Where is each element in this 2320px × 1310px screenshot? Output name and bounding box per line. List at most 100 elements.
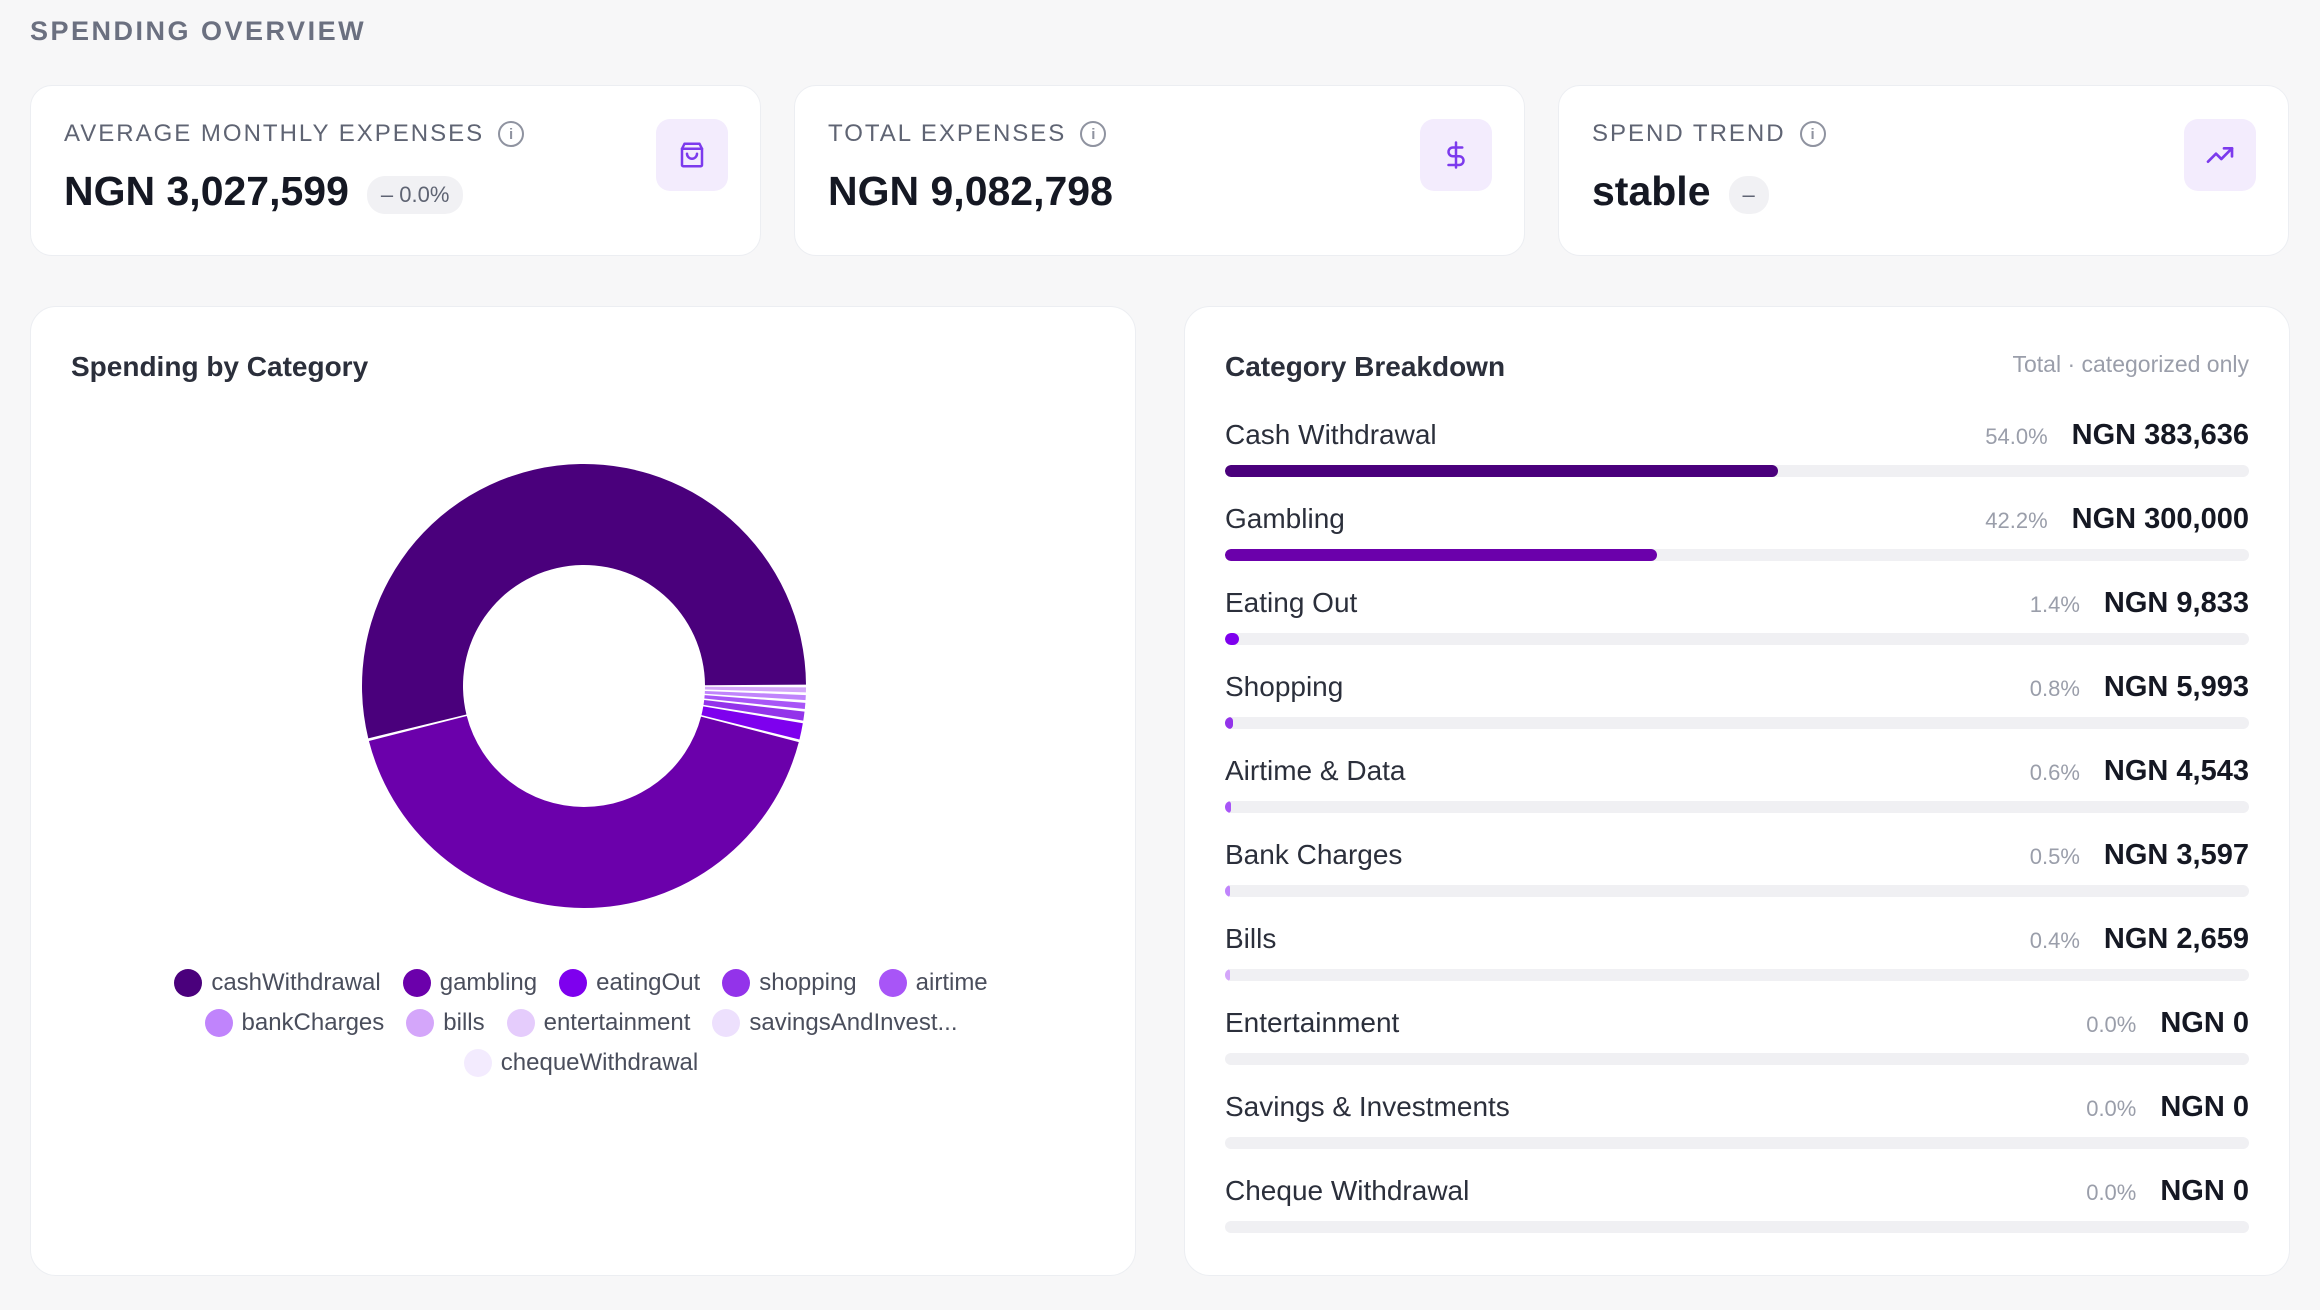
average-monthly-expenses-card: AVERAGE MONTHLY EXPENSES i NGN 3,027,599… [30, 85, 761, 256]
category-progress-track [1225, 969, 2249, 981]
stat-value-row: NGN 9,082,798 [828, 168, 1113, 215]
category-progress-fill [1225, 801, 1232, 813]
category-values: 0.0% NGN 0 [2086, 1175, 2249, 1208]
chart-legend: cashWithdrawal gambling eatingOut shopping a… [121, 969, 1041, 1077]
category-amount: NGN 0 [2160, 1091, 2249, 1123]
category-values: 0.4% NGN 2,659 [2030, 923, 2249, 956]
donut-chart [362, 464, 806, 909]
legend-item[interactable]: chequeWithdrawal [463, 1049, 699, 1077]
stat-value-row: NGN 3,027,599 – 0.0% [64, 168, 464, 215]
category-list: Cash Withdrawal 54.0% NGN 383,636 Gambling 4… [1225, 419, 2249, 1259]
category-amount: NGN 9,833 [2103, 587, 2249, 619]
legend-item[interactable]: savingsAndInvest... [712, 1009, 958, 1037]
panel-title: Category Breakdown [1225, 351, 1506, 382]
category-row: Cheque Withdrawal 0.0% NGN 0 [1225, 1175, 2249, 1259]
total-expenses-card: TOTAL EXPENSES i NGN 9,082,798 [794, 85, 1525, 256]
legend-swatch [406, 1009, 435, 1037]
donut-slice-gambling[interactable] [368, 715, 799, 909]
category-progress-fill [1225, 969, 1230, 981]
category-values: 1.4% NGN 9,833 [2030, 587, 2249, 620]
category-row: Bills 0.4% NGN 2,659 [1225, 923, 2249, 1007]
category-progress-track [1225, 717, 2249, 729]
category-values: 42.2% NGN 300,000 [1985, 503, 2249, 536]
category-values: 0.6% NGN 4,543 [2030, 755, 2249, 788]
category-row: Entertainment 0.0% NGN 0 [1225, 1007, 2249, 1091]
info-icon[interactable]: i [1080, 121, 1107, 147]
legend-item[interactable]: shopping [722, 969, 857, 997]
category-progress-track [1225, 1053, 2249, 1065]
category-progress-fill [1225, 885, 1231, 897]
legend-swatch [204, 1009, 233, 1037]
legend-swatch [712, 1009, 741, 1037]
category-values: 0.0% NGN 0 [2086, 1007, 2249, 1040]
category-values: 0.0% NGN 0 [2086, 1091, 2249, 1124]
category-progress-track [1225, 801, 2249, 813]
category-name: Savings & Investments [1225, 1091, 1510, 1122]
category-percent: 0.0% [2086, 1012, 2137, 1037]
legend-label: airtime [915, 969, 988, 996]
legend-swatch [402, 969, 431, 997]
category-progress-fill [1225, 717, 1234, 729]
legend-label: gambling [439, 969, 538, 996]
category-values: 54.0% NGN 383,636 [1985, 419, 2249, 452]
category-amount: NGN 3,597 [2103, 839, 2249, 871]
stat-label-row: SPEND TREND i [1592, 120, 1826, 148]
info-icon[interactable]: i [1799, 121, 1826, 147]
category-row: Bank Charges 0.5% NGN 3,597 [1225, 839, 2249, 923]
category-percent: 0.4% [2029, 928, 2080, 953]
dollar-icon [1420, 119, 1492, 191]
category-name: Bank Charges [1225, 839, 1403, 870]
shopping-bag-icon [656, 119, 728, 191]
category-progress-track [1225, 1137, 2249, 1149]
category-name: Cheque Withdrawal [1225, 1175, 1470, 1206]
category-name: Shopping [1225, 671, 1344, 702]
donut-slice-bills[interactable] [704, 686, 806, 693]
category-progress-track [1225, 633, 2249, 645]
donut-slice-cashWithdrawal[interactable] [362, 464, 806, 739]
legend-label: chequeWithdrawal [500, 1049, 699, 1076]
category-amount: NGN 5,993 [2103, 671, 2249, 703]
legend-item[interactable]: bills [406, 1009, 485, 1037]
spending-by-category-panel: Spending by Category cashWithdrawal gambl… [30, 306, 1136, 1276]
donut-slice-eatingOut[interactable] [701, 706, 803, 740]
category-progress-track [1225, 1221, 2249, 1233]
legend-item[interactable]: gambling [402, 969, 538, 997]
legend-item[interactable]: bankCharges [204, 1009, 385, 1037]
legend-swatch [878, 969, 907, 997]
category-amount: NGN 383,636 [2071, 419, 2249, 451]
category-percent: 0.8% [2029, 676, 2080, 701]
legend-swatch [506, 1009, 535, 1037]
legend-swatch [722, 969, 751, 997]
category-name: Cash Withdrawal [1225, 419, 1437, 450]
change-badge: – 0.0% [366, 175, 464, 214]
legend-label: eatingOut [596, 969, 701, 996]
legend-label: savingsAndInvest... [749, 1009, 958, 1036]
category-percent: 42.2% [1985, 508, 2048, 533]
category-values: 0.8% NGN 5,993 [2030, 671, 2249, 704]
legend-item[interactable]: entertainment [506, 1009, 690, 1037]
legend-label: bankCharges [241, 1009, 385, 1036]
category-name: Gambling [1225, 503, 1345, 534]
category-amount: NGN 0 [2160, 1175, 2249, 1207]
info-icon[interactable]: i [498, 121, 525, 147]
legend-item[interactable]: airtime [878, 969, 988, 997]
trending-up-icon [2184, 119, 2256, 191]
donut-slice-shopping[interactable] [703, 699, 805, 721]
stat-value: stable [1592, 168, 1711, 214]
donut-slice-bankCharges[interactable] [704, 690, 806, 701]
legend-label: shopping [759, 969, 857, 996]
category-name: Entertainment [1225, 1007, 1400, 1038]
category-percent: 54.0% [1985, 424, 2048, 449]
donut-slice-airtime[interactable] [704, 695, 806, 710]
legend-item[interactable]: cashWithdrawal [174, 969, 381, 997]
category-row: Shopping 0.8% NGN 5,993 [1225, 671, 2249, 755]
stat-label: TOTAL EXPENSES [828, 120, 1067, 147]
legend-swatch [463, 1049, 492, 1077]
category-amount: NGN 2,659 [2103, 923, 2249, 955]
legend-item[interactable]: eatingOut [559, 969, 700, 997]
category-row: Airtime & Data 0.6% NGN 4,543 [1225, 755, 2249, 839]
category-percent: 0.0% [2086, 1180, 2137, 1205]
category-breakdown-panel: Category Breakdown Total · categorized o… [1184, 306, 2290, 1276]
category-progress-fill [1225, 549, 1658, 561]
